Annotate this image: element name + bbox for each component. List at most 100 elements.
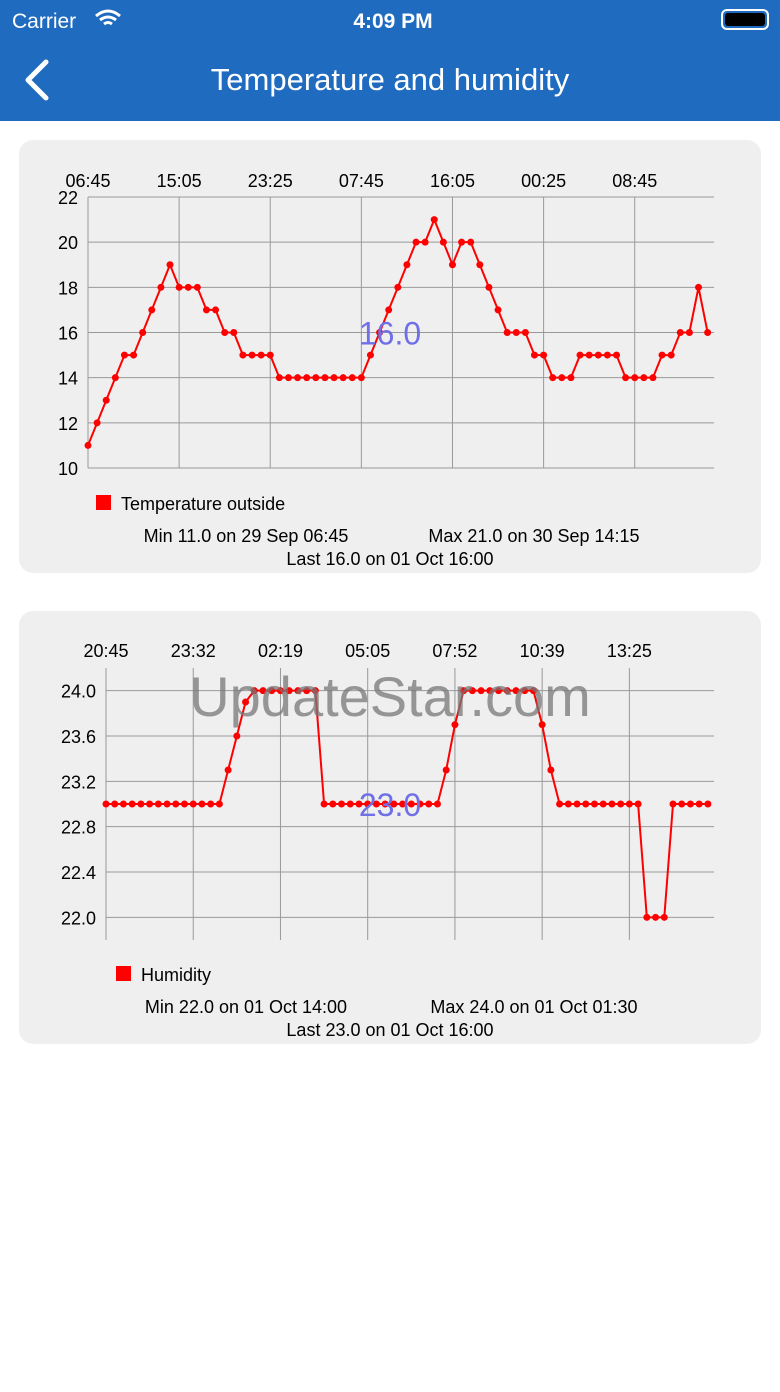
data-point (259, 687, 267, 695)
data-point (643, 913, 651, 921)
y-tick-label: 22 (58, 188, 78, 208)
back-button[interactable] (25, 59, 49, 101)
data-point (451, 721, 459, 729)
y-tick-label: 23.2 (61, 772, 96, 792)
data-point (357, 374, 365, 382)
data-point (468, 687, 476, 695)
min-text: Min 11.0 on 29 Sep 06:45 (144, 526, 349, 546)
data-point (576, 351, 584, 359)
legend-swatch (116, 966, 131, 981)
data-point (556, 800, 564, 808)
data-point (613, 351, 621, 359)
data-point (120, 351, 128, 359)
data-point (476, 261, 484, 269)
data-point (163, 800, 171, 808)
data-point (130, 351, 138, 359)
data-point (503, 687, 511, 695)
data-point (111, 374, 119, 382)
data-point (242, 698, 250, 706)
y-tick-label: 18 (58, 278, 78, 298)
data-point (339, 374, 347, 382)
data-point (652, 913, 660, 921)
y-tick-label: 14 (58, 369, 78, 389)
x-tick-label: 23:32 (171, 641, 216, 661)
x-tick-label: 02:19 (258, 641, 303, 661)
data-point (521, 329, 529, 336)
data-point (640, 374, 648, 382)
current-value: 16.0 (359, 316, 421, 352)
data-point (137, 800, 145, 808)
data-point (685, 329, 693, 336)
data-point (102, 800, 110, 808)
data-point (276, 687, 284, 695)
data-point (547, 766, 555, 774)
x-tick-label: 10:39 (520, 641, 565, 661)
data-point (660, 913, 668, 921)
data-point (311, 687, 319, 695)
x-tick-label: 07:52 (432, 641, 477, 661)
data-point (329, 800, 337, 808)
data-line (106, 689, 708, 919)
data-point (625, 800, 633, 808)
x-tick-label: 15:05 (157, 171, 202, 191)
data-point (521, 687, 529, 695)
data-point (250, 687, 258, 695)
data-point (303, 374, 311, 382)
clock: 4:09 PM (353, 10, 432, 33)
data-point (676, 329, 684, 336)
data-point (338, 800, 346, 808)
data-point (704, 329, 712, 336)
data-point (364, 800, 372, 808)
x-tick-label: 16:05 (430, 171, 475, 191)
data-point (184, 283, 192, 291)
data-point (540, 351, 548, 359)
data-point (320, 800, 328, 808)
data-point (93, 419, 101, 427)
data-point (376, 329, 384, 336)
data-point (348, 374, 356, 382)
data-point (207, 800, 215, 808)
data-point (495, 687, 503, 695)
data-point (146, 800, 154, 808)
wifi-icon (95, 9, 121, 26)
data-point (330, 374, 338, 382)
data-point (175, 283, 183, 291)
y-tick-label: 16 (58, 324, 78, 344)
data-point (695, 800, 703, 808)
data-point (667, 351, 675, 359)
data-point (172, 800, 180, 808)
data-point (460, 687, 468, 695)
data-point (603, 351, 611, 359)
data-point (594, 351, 602, 359)
min-text: Min 22.0 on 01 Oct 14:00 (145, 997, 347, 1017)
data-point (285, 687, 293, 695)
x-tick-label: 23:25 (248, 171, 293, 191)
data-point (590, 800, 598, 808)
data-point (485, 283, 493, 291)
battery-level (725, 13, 765, 26)
data-point (433, 800, 441, 808)
data-point (512, 687, 520, 695)
data-point (573, 800, 581, 808)
data-point (346, 800, 354, 808)
data-point (399, 800, 407, 808)
data-point (503, 329, 511, 336)
data-point (585, 351, 593, 359)
data-point (275, 374, 283, 382)
data-point (558, 374, 566, 382)
data-point (215, 800, 223, 808)
data-point (294, 374, 302, 382)
watermark: UpdateStar.com (189, 665, 591, 728)
data-point (390, 800, 398, 808)
data-point (678, 800, 686, 808)
data-point (268, 687, 276, 695)
data-point (381, 800, 389, 808)
data-point (494, 306, 502, 314)
data-point (425, 800, 433, 808)
data-point (439, 238, 447, 246)
data-point (239, 351, 247, 359)
y-tick-label: 12 (58, 414, 78, 434)
data-point (202, 306, 210, 314)
data-point (303, 687, 311, 695)
